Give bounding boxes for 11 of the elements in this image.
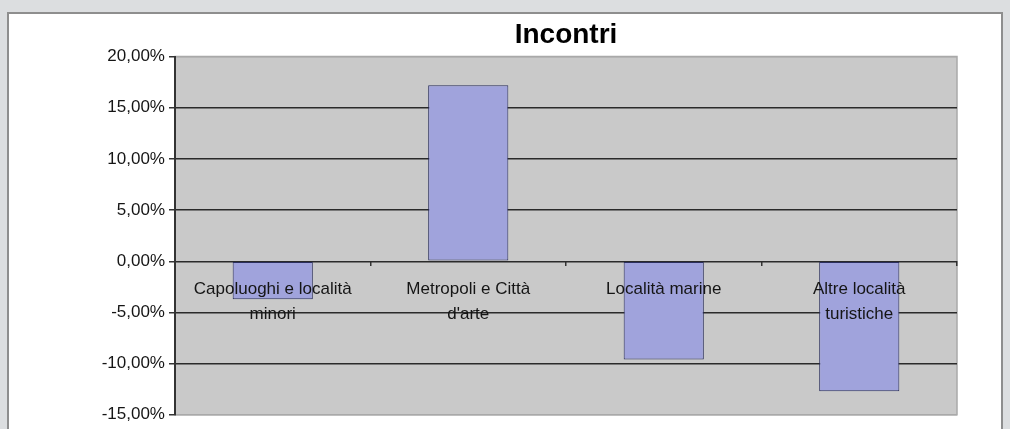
y-tick-label: -15,00% [101,404,165,424]
chart-title: Incontri [514,17,618,49]
y-tick-label: 20,00% [107,46,165,66]
y-tick-label: -5,00% [111,302,165,322]
y-tick-label: 0,00% [116,250,165,270]
x-tick-label: Località marine [606,278,722,298]
y-tick-label: -10,00% [101,353,165,373]
x-tick-label: Altre località turistiche [812,278,907,324]
y-tick-label: 15,00% [107,97,165,117]
y-tick-label: 10,00% [107,148,165,168]
y-tick-label: 5,00% [116,199,165,219]
